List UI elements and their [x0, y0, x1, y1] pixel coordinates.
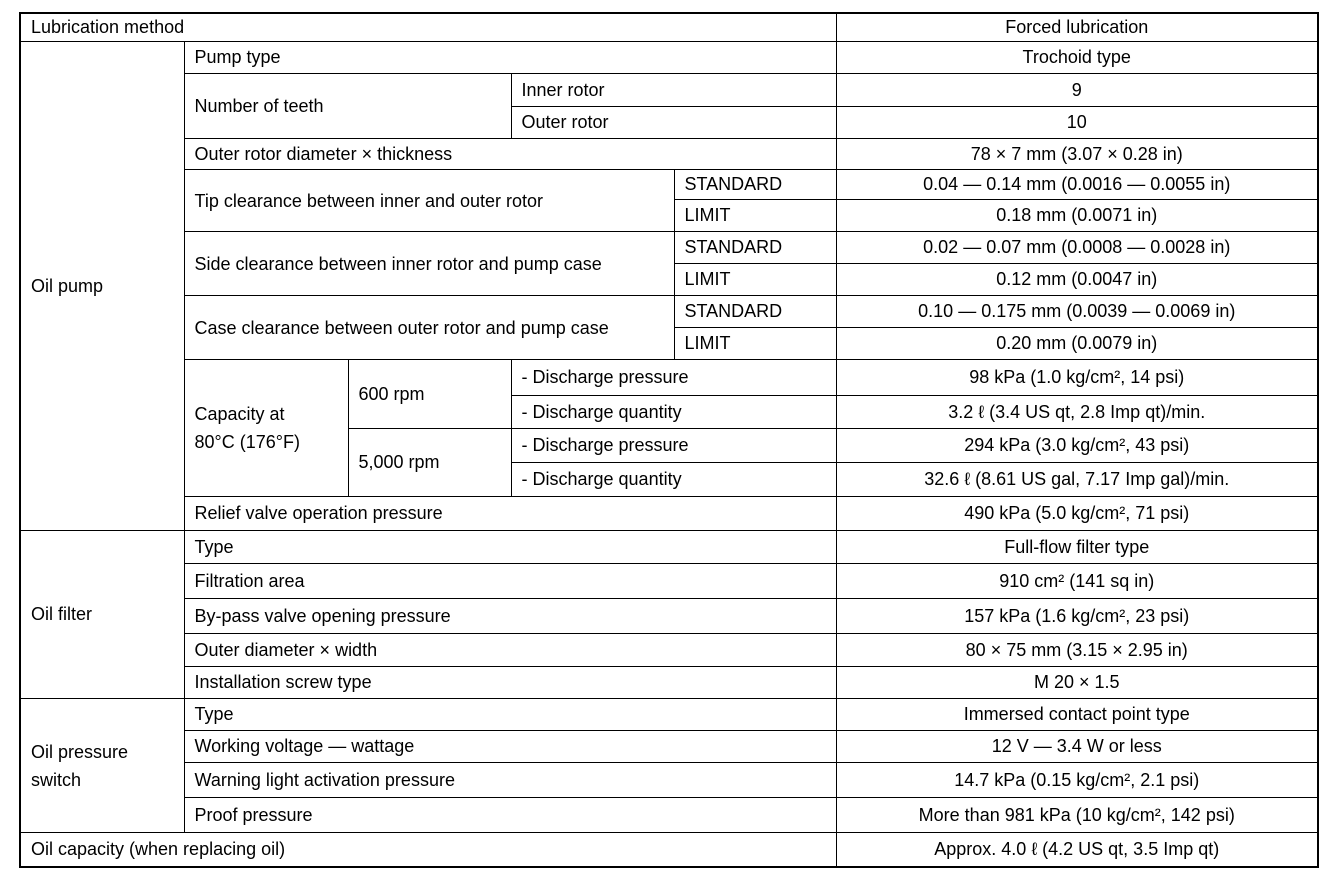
- table-row: Case clearance between outer rotor and p…: [20, 295, 1319, 360]
- row-value: 0.04 — 0.14 mm (0.0016 — 0.0055 in): [835, 169, 1319, 200]
- row-value: 294 kPa (3.0 kg/cm², 43 psi): [835, 428, 1319, 463]
- section-oil-pump: Oil pump: [19, 41, 185, 531]
- table-row: Lubrication method Forced lubrication: [19, 12, 1319, 42]
- row-value: 0.20 mm (0.0079 in): [835, 327, 1319, 360]
- table-row: Tip clearance between inner and outer ro…: [20, 169, 1319, 232]
- sub-label: - Discharge quantity: [510, 395, 837, 429]
- row-label: By-pass valve opening pressure: [183, 598, 837, 634]
- section-oil-pressure-switch: Oil pressure switch: [19, 698, 185, 833]
- row-value: M 20 × 1.5: [835, 666, 1319, 699]
- row-label: Outer diameter × width: [183, 633, 837, 667]
- row-value: 80 × 75 mm (3.15 × 2.95 in): [835, 633, 1319, 667]
- table-row: Side clearance between inner rotor and p…: [20, 231, 1319, 296]
- row-value: 0.18 mm (0.0071 in): [835, 199, 1319, 232]
- table-row: Oil pump Pump type Trochoid type: [19, 41, 1319, 531]
- row-label: Working voltage — wattage: [183, 730, 837, 763]
- table-row: Proof pressure More than 981 kPa (10 kg/…: [20, 797, 1319, 833]
- row-label: Lubrication method: [19, 12, 837, 42]
- row-label: Oil capacity (when replacing oil): [19, 832, 837, 867]
- row-value: Full-flow filter type: [835, 530, 1319, 564]
- table-row: Relief valve operation pressure 490 kPa …: [20, 496, 1319, 531]
- sub-label: Outer rotor: [510, 106, 837, 139]
- table-row: Installation screw type M 20 × 1.5: [20, 666, 1319, 699]
- sub-label: - Discharge quantity: [510, 462, 837, 497]
- row-label: Warning light activation pressure: [183, 762, 837, 798]
- row-value: 32.6 ℓ (8.61 US gal, 7.17 Imp gal)/min.: [835, 462, 1319, 497]
- section-oil-filter: Oil filter: [19, 530, 185, 699]
- row-label: Proof pressure: [183, 797, 837, 833]
- row-label: Outer rotor diameter × thickness: [183, 138, 837, 170]
- row-value: 490 kPa (5.0 kg/cm², 71 psi): [835, 496, 1319, 531]
- row-label: Case clearance between outer rotor and p…: [183, 295, 675, 360]
- row-value: Forced lubrication: [835, 12, 1319, 42]
- table-row: LIMIT 0.20 mm (0.0079 in): [20, 327, 1319, 360]
- row-value: 12 V — 3.4 W or less: [835, 730, 1319, 763]
- row-value: 78 × 7 mm (3.07 × 0.28 in): [835, 138, 1319, 170]
- row-label: Type: [183, 530, 837, 564]
- row-value: 910 cm² (141 sq in): [835, 563, 1319, 599]
- table-row: Number of teeth Inner rotor 9: [20, 73, 1319, 139]
- table-row: Outer diameter × width 80 × 75 mm (3.15 …: [20, 633, 1319, 667]
- row-label: Installation screw type: [183, 666, 837, 699]
- sub-label: - Discharge pressure: [510, 359, 837, 396]
- row-value: Immersed contact point type: [835, 698, 1319, 731]
- row-value: 98 kPa (1.0 kg/cm², 14 psi): [835, 359, 1319, 396]
- row-label: Side clearance between inner rotor and p…: [183, 231, 675, 296]
- table-row: 5,000 rpm - Discharge pressure 294 kPa (…: [20, 428, 1319, 497]
- table-row: LIMIT 0.12 mm (0.0047 in): [20, 263, 1319, 296]
- row-value: 157 kPa (1.6 kg/cm², 23 psi): [835, 598, 1319, 634]
- row-value: 0.10 — 0.175 mm (0.0039 — 0.0069 in): [835, 295, 1319, 328]
- table-row: LIMIT 0.18 mm (0.0071 in): [20, 199, 1319, 232]
- sub-label: Inner rotor: [510, 73, 837, 107]
- row-value: 0.12 mm (0.0047 in): [835, 263, 1319, 296]
- row-value: 14.7 kPa (0.15 kg/cm², 2.1 psi): [835, 762, 1319, 798]
- limit-label: LIMIT: [673, 199, 837, 232]
- row-value: 10: [835, 106, 1319, 139]
- limit-label: LIMIT: [673, 327, 837, 360]
- sub-label: - Discharge pressure: [510, 428, 837, 463]
- limit-label: LIMIT: [673, 263, 837, 296]
- row-label: Tip clearance between inner and outer ro…: [183, 169, 675, 232]
- row-value: 3.2 ℓ (3.4 US qt, 2.8 Imp qt)/min.: [835, 395, 1319, 429]
- row-label: Relief valve operation pressure: [183, 496, 837, 531]
- standard-label: STANDARD: [673, 231, 837, 264]
- row-label: Type: [183, 698, 837, 731]
- table-row: Oil filter Type Full-flow filter type: [19, 530, 1319, 699]
- table-row: Filtration area 910 cm² (141 sq in): [20, 563, 1319, 599]
- table-row: By-pass valve opening pressure 157 kPa (…: [20, 598, 1319, 634]
- standard-label: STANDARD: [673, 295, 837, 328]
- row-value: Approx. 4.0 ℓ (4.2 US qt, 3.5 Imp qt): [835, 832, 1319, 867]
- table-row: Oil capacity (when replacing oil) Approx…: [19, 832, 1319, 867]
- capacity-label: Capacity at 80°C (176°F): [183, 359, 349, 497]
- table-row: Outer rotor diameter × thickness 78 × 7 …: [20, 138, 1319, 170]
- row-value: 9: [835, 73, 1319, 107]
- row-label: Number of teeth: [183, 73, 512, 139]
- table-row: - Discharge quantity 3.2 ℓ (3.4 US qt, 2…: [20, 395, 1319, 429]
- standard-label: STANDARD: [673, 169, 837, 200]
- row-label: Pump type: [183, 41, 837, 74]
- table-row: Capacity at 80°C (176°F) 600 rpm - Disch…: [20, 359, 1319, 497]
- row-value: Trochoid type: [835, 41, 1319, 74]
- table-row: Outer rotor 10: [20, 106, 1319, 139]
- row-label: Filtration area: [183, 563, 837, 599]
- row-value: More than 981 kPa (10 kg/cm², 142 psi): [835, 797, 1319, 833]
- table-row: Warning light activation pressure 14.7 k…: [20, 762, 1319, 798]
- row-value: 0.02 — 0.07 mm (0.0008 — 0.0028 in): [835, 231, 1319, 264]
- table-row: - Discharge quantity 32.6 ℓ (8.61 US gal…: [20, 462, 1319, 497]
- rpm-label: 5,000 rpm: [347, 428, 512, 497]
- table-row: Oil pressure switch Type Immersed contac…: [19, 698, 1319, 833]
- lubrication-spec-table: Lubrication method Forced lubrication Oi…: [19, 12, 1319, 868]
- table-row: Working voltage — wattage 12 V — 3.4 W o…: [20, 730, 1319, 763]
- rpm-label: 600 rpm: [347, 359, 512, 429]
